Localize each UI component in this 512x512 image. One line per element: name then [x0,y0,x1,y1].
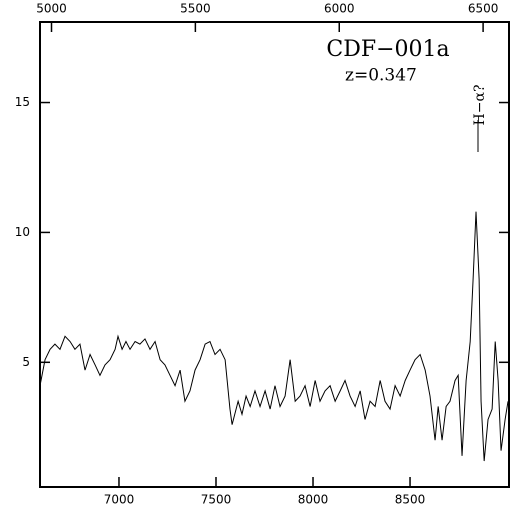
x-tick-label: 8500 [395,493,426,507]
x-tick-label: 7500 [201,493,232,507]
x2-tick-label: 5000 [36,2,67,16]
chart-subtitle: z=0.347 [345,66,417,86]
y-tick-label: 10 [15,225,30,239]
x2-tick-label: 6500 [468,2,499,16]
y-tick-label: 5 [22,355,30,369]
x-tick-label: 7000 [104,493,135,507]
chart-title: CDF−001a [326,37,449,62]
y-tick-label: 15 [15,95,30,109]
x2-tick-label: 5500 [180,2,211,16]
spectrum-line [40,211,509,462]
x2-tick-label: 6000 [324,2,355,16]
annotation: H−α? [472,85,488,126]
x-tick-label: 8000 [298,493,329,507]
plot-frame [39,21,510,488]
